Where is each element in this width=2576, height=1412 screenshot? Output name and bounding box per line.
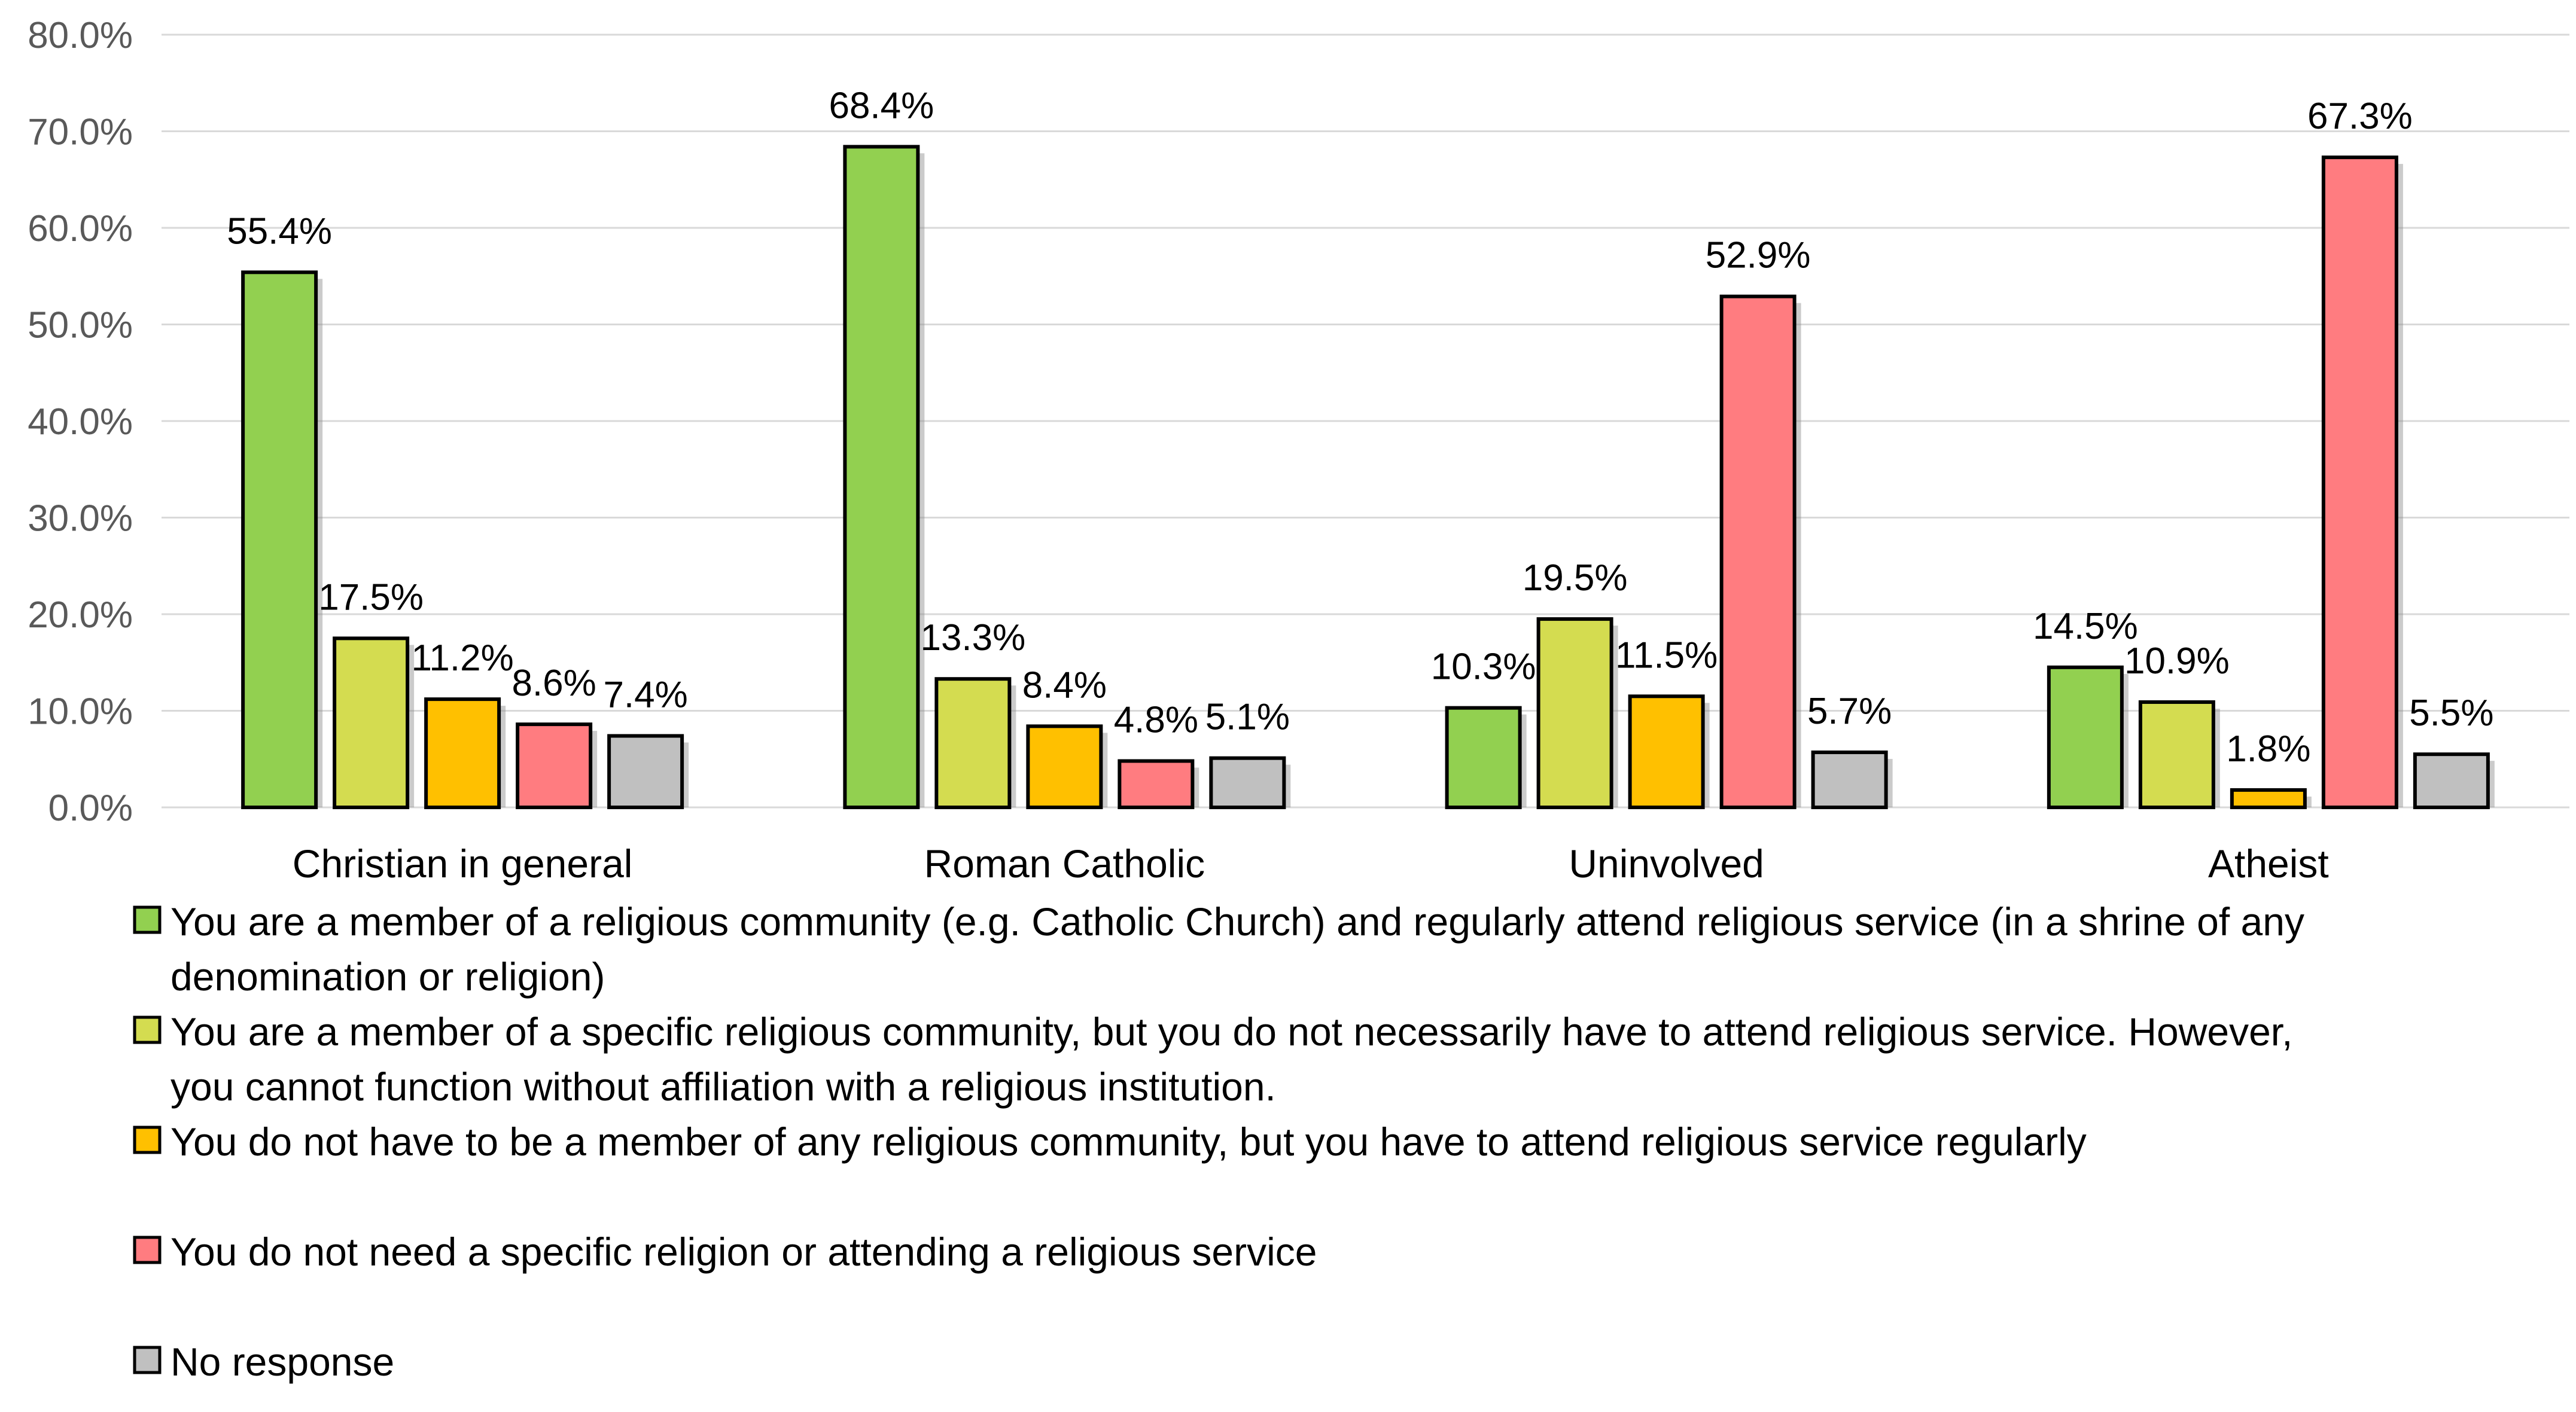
data-label: 5.1% [1205, 697, 1290, 738]
bars [241, 145, 2495, 810]
legend-label: You are a member of a specific religious… [170, 1010, 2292, 1054]
legend-swatch [133, 1015, 162, 1044]
bar [2047, 665, 2124, 809]
data-label: 19.5% [1523, 557, 1628, 599]
y-tick-label: 80.0% [28, 15, 133, 56]
legend-swatch [133, 1126, 162, 1154]
bar [2230, 788, 2307, 810]
bar [1209, 756, 1286, 810]
y-tick-label: 30.0% [28, 498, 133, 539]
data-label: 8.4% [1022, 664, 1107, 706]
legend-swatch [133, 1346, 162, 1374]
data-label: 17.5% [318, 577, 424, 618]
y-tick-label: 50.0% [28, 305, 133, 346]
legend-label: denomination or religion) [170, 954, 605, 999]
bar [1628, 694, 1705, 810]
y-tick-label: 0.0% [48, 788, 133, 829]
data-label: 11.5% [1615, 635, 1718, 676]
data-label: 67.3% [2307, 96, 2413, 137]
bar [607, 734, 684, 809]
y-tick-label: 10.0% [28, 691, 133, 733]
data-label: 13.3% [920, 617, 1025, 658]
data-label: 11.2% [412, 638, 514, 679]
bar [333, 636, 410, 809]
data-label: 8.6% [511, 663, 596, 704]
bar [1026, 724, 1103, 809]
data-label: 55.4% [227, 211, 332, 252]
bar [2413, 752, 2490, 810]
data-label: 14.5% [2033, 606, 2138, 647]
category-label: Roman Catholic [924, 841, 1205, 886]
gridlines [162, 33, 2569, 809]
legend-swatch [133, 905, 162, 934]
data-label: 68.4% [829, 85, 934, 126]
legend-label: You do not need a specific religion or a… [170, 1230, 1317, 1274]
data-label: 10.9% [2124, 641, 2230, 682]
data-label: 10.3% [1431, 646, 1536, 688]
legend-label: No response [170, 1340, 394, 1384]
category-labels: Christian in general Roman Catholic Uninvo… [293, 841, 2329, 886]
data-label: 4.8% [1114, 699, 1198, 740]
bar [1811, 750, 1888, 809]
y-axis-tick-labels: 0.0% 10.0% 20.0% 30.0% 40.0% 50.0% 60.0% 70.0% 8… [28, 15, 133, 829]
category-label: Christian in general [293, 841, 633, 886]
legend: You are a member of a religious communit… [133, 899, 2304, 1384]
data-label: 52.9% [1706, 235, 1811, 276]
data-label: 5.5% [2409, 693, 2493, 734]
data-label: 7.4% [603, 674, 687, 715]
y-tick-label: 70.0% [28, 112, 133, 153]
y-tick-label: 40.0% [28, 401, 133, 443]
bar [1719, 294, 1796, 810]
y-tick-label: 20.0% [28, 594, 133, 636]
bar [516, 722, 593, 809]
legend-swatch [133, 1236, 162, 1264]
bar [1445, 706, 1522, 810]
bar [1536, 617, 1613, 809]
bar [1118, 759, 1195, 809]
legend-label: You are a member of a religious communit… [170, 899, 2304, 944]
data-label: 5.7% [1807, 691, 1892, 732]
bar [241, 270, 318, 810]
legend-label: You do not have to be a member of any re… [170, 1120, 2087, 1164]
bar [843, 145, 920, 810]
data-labels: 55.4% 17.5% 11.2%8.6% 7.4% 68.4% 13.3% 8.4%4.8… [227, 85, 2493, 770]
bar [424, 697, 501, 809]
category-label: Atheist [2208, 841, 2329, 886]
category-label: Uninvolved [1569, 841, 1764, 886]
legend-label: you cannot function without affiliation … [170, 1065, 1276, 1109]
bar [934, 677, 1012, 809]
y-tick-label: 60.0% [28, 208, 133, 249]
bar [2138, 700, 2215, 809]
bar [2321, 155, 2398, 810]
data-label: 1.8% [2226, 728, 2310, 770]
